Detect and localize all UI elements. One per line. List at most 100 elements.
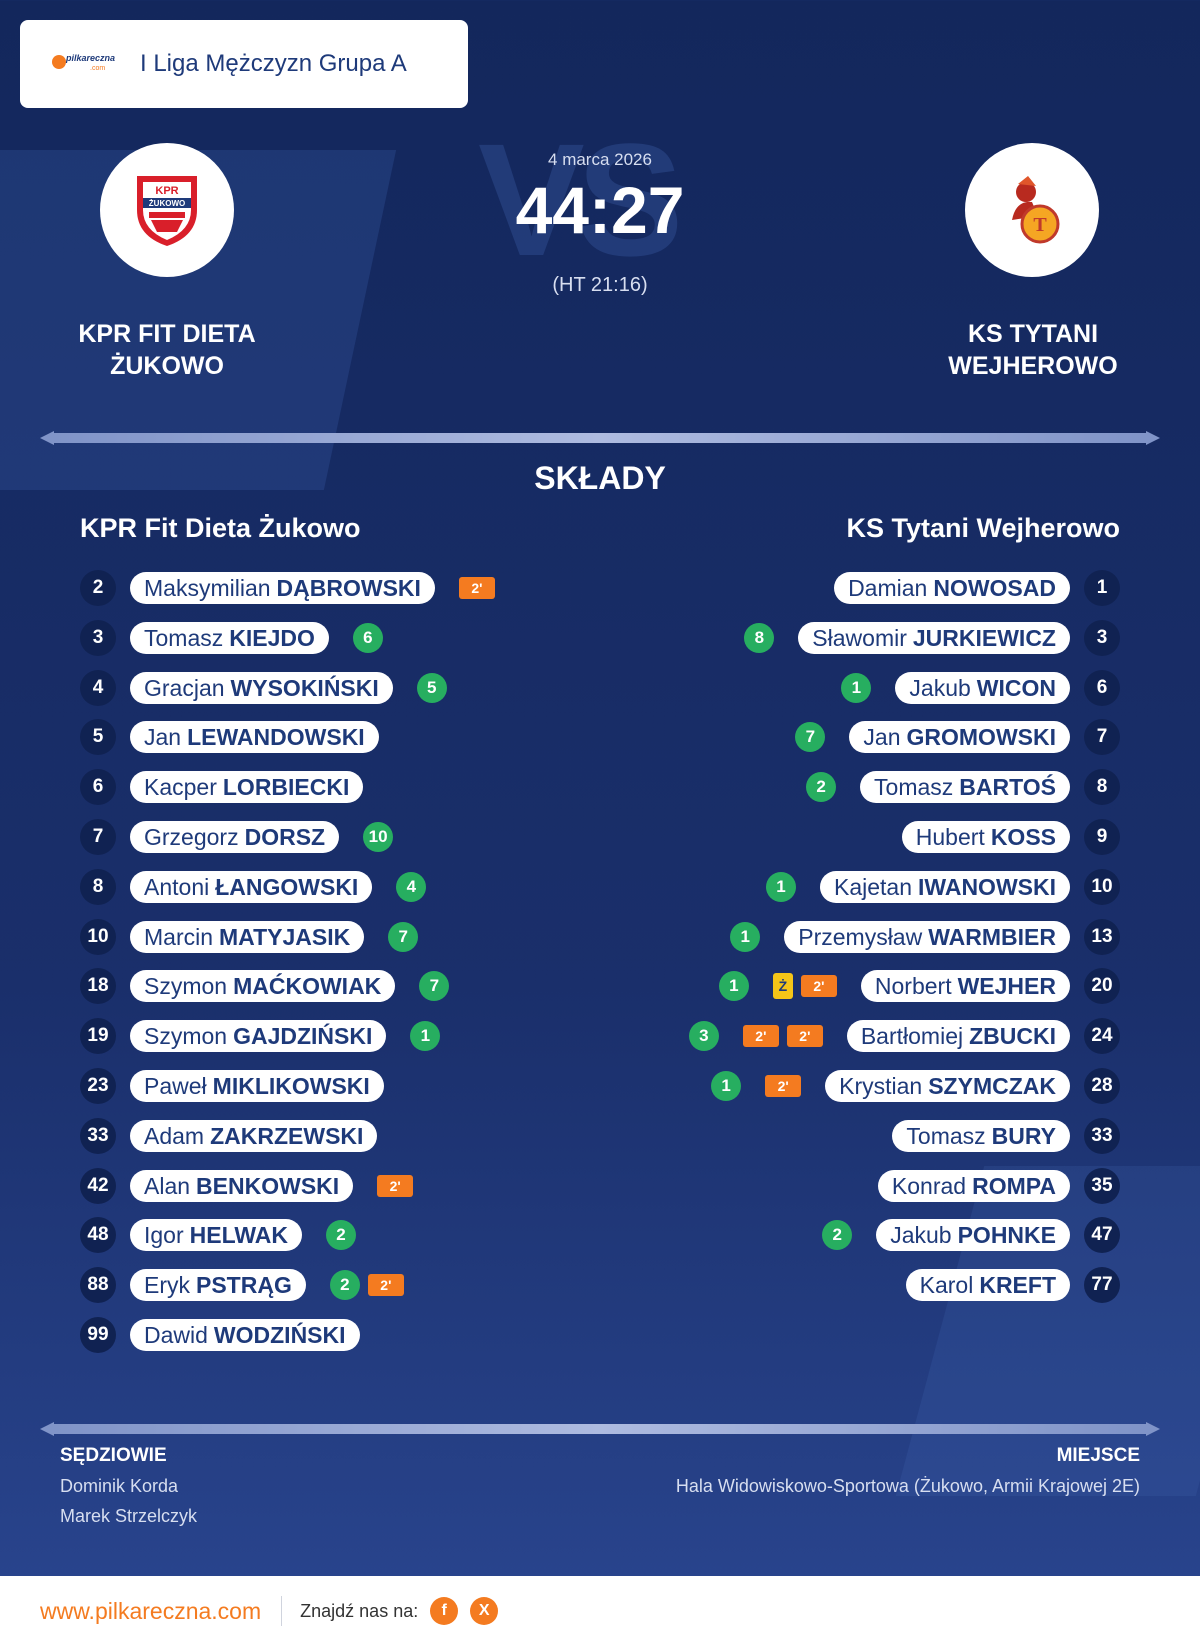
- player-last-name: SZYMCZAK: [928, 1072, 1056, 1099]
- player-last-name: KREFT: [979, 1271, 1056, 1298]
- player-row: 10 Marcin MATYJASIK 7: [80, 917, 419, 957]
- player-name[interactable]: Gracjan WYSOKIŃSKI: [130, 672, 393, 704]
- player-row: 9 Hubert KOSS: [901, 817, 1120, 857]
- player-last-name: JURKIEWICZ: [912, 624, 1056, 651]
- referees-title: SĘDZIOWIE: [60, 1445, 167, 1466]
- find-us-label: Znajdź nas na:: [300, 1600, 419, 1621]
- suspension-badge: 2': [765, 1075, 802, 1097]
- player-row: 8 Antoni ŁANGOWSKI 4: [80, 867, 427, 907]
- player-last-name: BURY: [991, 1122, 1056, 1149]
- player-name[interactable]: Karol KREFT: [905, 1269, 1070, 1301]
- player-number: 99: [80, 1317, 116, 1353]
- player-name[interactable]: Przemysław WARMBIER: [784, 921, 1070, 953]
- player-name[interactable]: Jakub POHNKE: [876, 1219, 1070, 1251]
- player-number: 20: [1084, 968, 1120, 1004]
- player-name[interactable]: Jakub WICON: [895, 672, 1070, 704]
- player-last-name: ŁANGOWSKI: [215, 873, 359, 900]
- player-first-name: Sławomir: [812, 624, 907, 651]
- player-name[interactable]: Tomasz BURY: [892, 1120, 1070, 1152]
- player-last-name: ZBUCKI: [969, 1022, 1056, 1049]
- player-last-name: HELWAK: [189, 1221, 289, 1248]
- player-name[interactable]: Grzegorz DORSZ: [130, 821, 340, 853]
- player-first-name: Krystian: [839, 1072, 923, 1099]
- player-row: 1 Damian NOWOSAD: [834, 568, 1120, 608]
- player-last-name: BARTOŚ: [959, 773, 1056, 800]
- player-row: 7 Grzegorz DORSZ 10: [80, 817, 394, 857]
- player-number: 28: [1084, 1068, 1120, 1104]
- player-name[interactable]: Antoni ŁANGOWSKI: [130, 871, 373, 903]
- player-name[interactable]: Kajetan IWANOWSKI: [819, 871, 1070, 903]
- player-name[interactable]: Maksymilian DĄBROWSKI: [130, 572, 435, 604]
- player-number: 48: [80, 1217, 116, 1253]
- player-row: 28 Krystian SZYMCZAK 2' 1: [711, 1066, 1120, 1106]
- player-name[interactable]: Bartłomiej ZBUCKI: [846, 1020, 1070, 1052]
- player-name[interactable]: Tomasz KIEJDO: [130, 622, 329, 654]
- player-name[interactable]: Paweł MIKLIKOWSKI: [130, 1070, 384, 1102]
- player-last-name: MIKLIKOWSKI: [212, 1072, 370, 1099]
- player-name[interactable]: Igor HELWAK: [130, 1219, 303, 1251]
- player-first-name: Marcin: [144, 923, 214, 950]
- suspension-badge: 2': [377, 1175, 414, 1197]
- player-first-name: Kajetan: [833, 873, 912, 900]
- player-first-name: Adam: [144, 1122, 205, 1149]
- player-name[interactable]: Marcin MATYJASIK: [130, 921, 365, 953]
- player-name[interactable]: Adam ZAKRZEWSKI: [130, 1120, 378, 1152]
- away-name-line1: KS TYTANI: [967, 320, 1099, 348]
- player-row: 19 Szymon GAJDZIŃSKI 1: [80, 1016, 441, 1056]
- goals-badge: 7: [795, 722, 826, 752]
- player-number: 3: [1084, 620, 1120, 656]
- goals-badge: 2: [806, 772, 837, 802]
- player-last-name: KIEJDO: [229, 624, 315, 651]
- player-first-name: Norbert: [874, 972, 952, 999]
- player-name[interactable]: Alan BENKOWSKI: [130, 1170, 354, 1202]
- pilkareczna-logo[interactable]: pilkareczna .com: [50, 49, 120, 79]
- player-name[interactable]: Konrad ROMPA: [877, 1170, 1070, 1202]
- player-first-name: Dawid: [144, 1321, 208, 1348]
- facebook-icon[interactable]: f: [430, 1597, 459, 1625]
- player-name[interactable]: Sławomir JURKIEWICZ: [798, 622, 1070, 654]
- logo-sub: .com: [90, 65, 106, 72]
- ball-icon: [52, 55, 66, 69]
- player-name[interactable]: Szymon MAĆKOWIAK: [130, 970, 396, 1002]
- logo-text: pilkareczna: [66, 53, 116, 63]
- player-name[interactable]: Jan GROMOWSKI: [849, 721, 1070, 753]
- goals-badge: 1: [718, 971, 749, 1001]
- player-last-name: LEWANDOWSKI: [187, 723, 365, 750]
- suspension-badge: 2': [786, 1025, 823, 1047]
- section-divider: [40, 431, 1160, 445]
- player-name[interactable]: Dawid WODZIŃSKI: [130, 1319, 360, 1351]
- player-number: 8: [1084, 769, 1120, 805]
- goals-badge: 8: [744, 623, 775, 653]
- player-name[interactable]: Damian NOWOSAD: [834, 572, 1070, 604]
- player-first-name: Paweł: [144, 1072, 207, 1099]
- player-name[interactable]: Szymon GAJDZIŃSKI: [130, 1020, 387, 1052]
- player-last-name: BENKOWSKI: [196, 1172, 340, 1199]
- player-last-name: PSTRĄG: [196, 1271, 292, 1298]
- footer: www.pilkareczna.com Znajdź nas na: f X: [0, 1576, 1200, 1646]
- player-last-name: GAJDZIŃSKI: [233, 1022, 373, 1049]
- venue-title: MIEJSCE: [1056, 1445, 1140, 1466]
- x-icon[interactable]: X: [470, 1597, 499, 1625]
- player-name[interactable]: Tomasz BARTOŚ: [860, 771, 1070, 803]
- player-row: 88 Eryk PSTRĄG 2 2': [80, 1265, 404, 1305]
- player-last-name: DORSZ: [244, 823, 326, 850]
- player-number: 33: [1084, 1118, 1120, 1154]
- player-name[interactable]: Kacper LORBIECKI: [130, 771, 364, 803]
- player-last-name: GROMOWSKI: [906, 723, 1057, 750]
- player-name[interactable]: Eryk PSTRĄG: [130, 1269, 306, 1301]
- player-number: 8: [80, 869, 116, 905]
- player-name[interactable]: Jan LEWANDOWSKI: [130, 721, 379, 753]
- vs-watermark: VS: [478, 110, 683, 289]
- player-name[interactable]: Hubert KOSS: [901, 821, 1070, 853]
- player-number: 9: [1084, 819, 1120, 855]
- player-number: 35: [1084, 1168, 1120, 1204]
- player-name[interactable]: Norbert WEJHER: [860, 970, 1070, 1002]
- player-row: 13 Przemysław WARMBIER 1: [730, 917, 1120, 957]
- player-first-name: Maksymilian: [144, 574, 271, 601]
- goals-badge: 6: [352, 623, 383, 653]
- player-row: 99 Dawid WODZIŃSKI: [80, 1315, 360, 1355]
- player-number: 47: [1084, 1217, 1120, 1253]
- website-link[interactable]: www.pilkareczna.com: [40, 1597, 262, 1624]
- player-first-name: Karol: [919, 1271, 974, 1298]
- player-name[interactable]: Krystian SZYMCZAK: [825, 1070, 1070, 1102]
